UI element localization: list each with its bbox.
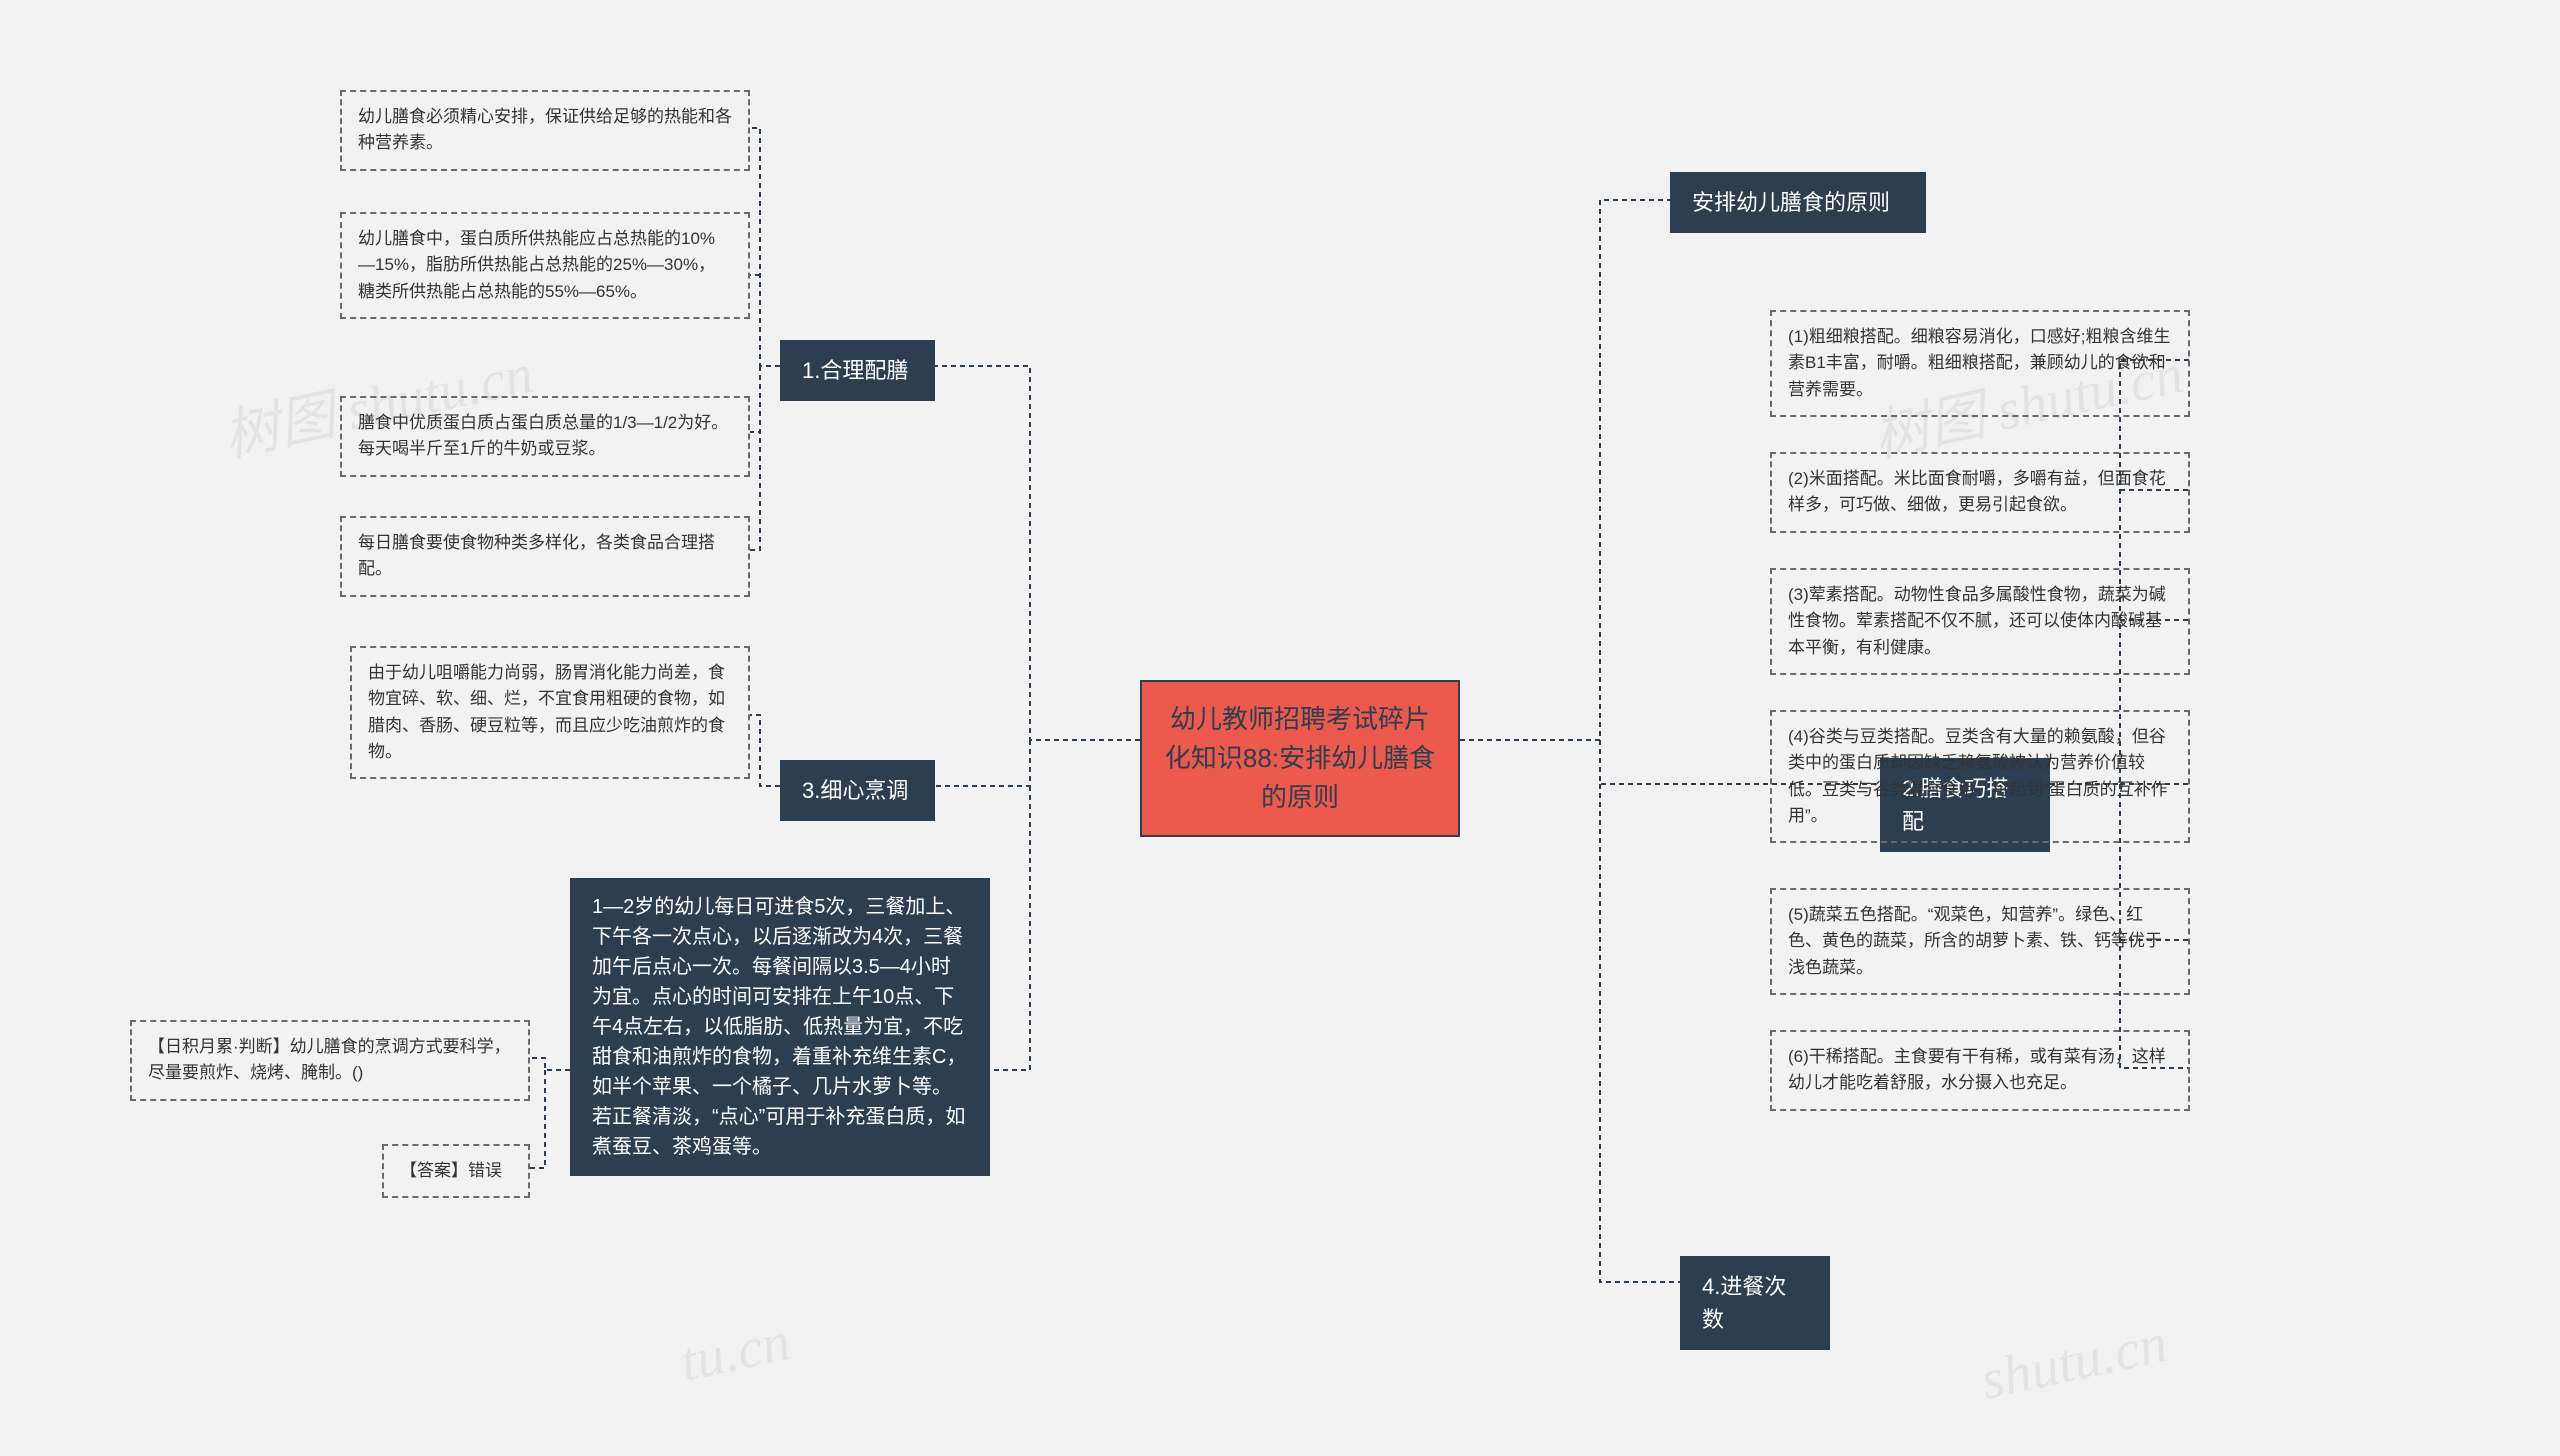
detail-l5: 由于幼儿咀嚼能力尚弱，肠胃消化能力尚差，食物宜碎、软、细、烂，不宜食用粗硬的食物… [350,646,750,779]
mindmap-canvas: 树图 shutu.cn 树图 shutu.cn shutu.cn tu.cn 幼… [0,0,2560,1456]
watermark: shutu.cn [1975,1311,2172,1413]
detail-r1: (1)粗细粮搭配。细粮容易消化，口感好;粗粮含维生素B1丰富，耐嚼。粗细粮搭配，… [1770,310,2190,417]
detail-l4: 每日膳食要使食物种类多样化，各类食品合理搭配。 [340,516,750,597]
detail-r2: (2)米面搭配。米比面食耐嚼，多嚼有益，但面食花样多，可巧做、细做，更易引起食欲… [1770,452,2190,533]
central-topic: 幼儿教师招聘考试碎片化知识88:安排幼儿膳食的原则 [1140,680,1460,837]
detail-l1: 幼儿膳食必须精心安排，保证供给足够的热能和各种营养素。 [340,90,750,171]
branch-4: 4.进餐次数 [1680,1256,1830,1350]
branch-principles: 安排幼儿膳食的原则 [1670,172,1926,233]
detail-big: 1—2岁的幼儿每日可进食5次，三餐加上、下午各一次点心，以后逐渐改为4次，三餐加… [570,878,990,1176]
detail-l2: 幼儿膳食中，蛋白质所供热能应占总热能的10%—15%，脂肪所供热能占总热能的25… [340,212,750,319]
watermark: tu.cn [675,1309,796,1395]
detail-r6: (6)干稀搭配。主食要有干有稀，或有菜有汤，这样幼儿才能吃着舒服，水分摄入也充足… [1770,1030,2190,1111]
branch-1: 1.合理配膳 [780,340,935,401]
detail-l3: 膳食中优质蛋白质占蛋白质总量的1/3—1/2为好。每天喝半斤至1斤的牛奶或豆浆。 [340,396,750,477]
branch-3: 3.细心烹调 [780,760,935,821]
detail-r5: (5)蔬菜五色搭配。“观菜色，知营养”。绿色、红色、黄色的蔬菜，所含的胡萝卜素、… [1770,888,2190,995]
detail-r4: (4)谷类与豆类搭配。豆类含有大量的赖氨酸，但谷类中的蛋白质却因缺乏赖氨酸被认为… [1770,710,2190,843]
detail-r3: (3)荤素搭配。动物性食品多属酸性食物，蔬菜为碱性食物。荤素搭配不仅不腻，还可以… [1770,568,2190,675]
answer-box: 【答案】错误 [382,1144,530,1198]
question-box: 【日积月累·判断】幼儿膳食的烹调方式要科学，尽量要煎炸、烧烤、腌制。() [130,1020,530,1101]
